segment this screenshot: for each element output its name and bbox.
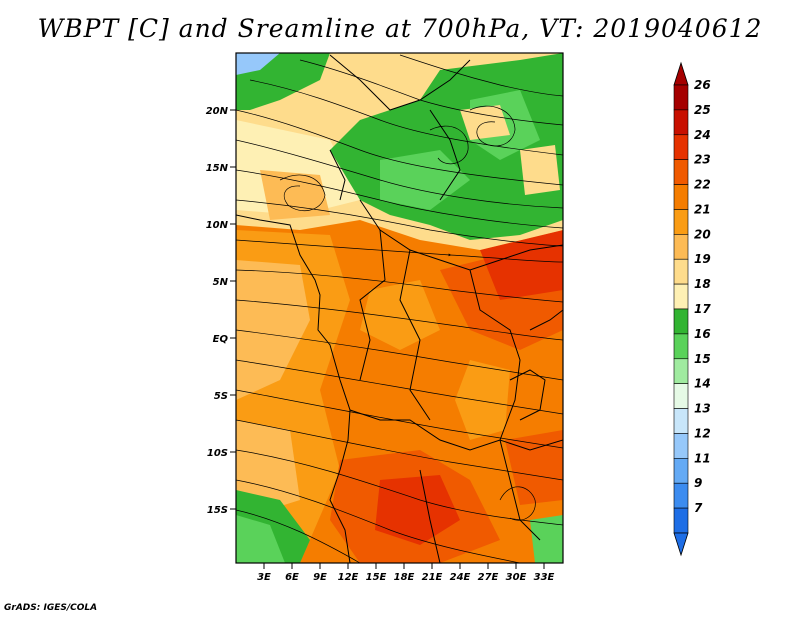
colorbar-swatch — [673, 383, 689, 409]
colorbar-swatch — [673, 358, 689, 384]
latitude-axis: 20N 15N 10N 5N EQ 5S 10S 15S — [206, 106, 236, 516]
lon-label: 12E — [338, 572, 359, 583]
colorbar: 26 25 24 23 22 21 20 19 18 17 16 15 14 13 12 11 9 7 — [673, 61, 711, 557]
lat-label: 5S — [214, 391, 228, 402]
footer-credit: GrADS: IGES/COLA — [4, 603, 98, 613]
colorbar-label: 13 — [694, 402, 711, 416]
colorbar-swatch — [673, 159, 689, 185]
colorbar-swatch — [673, 408, 689, 434]
colorbar-swatch — [673, 507, 689, 534]
colorbar-swatch — [673, 308, 689, 335]
colorbar-label: 11 — [694, 451, 711, 465]
colorbar-label: 24 — [694, 128, 711, 142]
lat-label: 5N — [213, 277, 229, 288]
colorbar-swatch — [673, 109, 689, 136]
colorbar-label: 20 — [694, 227, 711, 241]
colorbar-label: 22 — [694, 178, 711, 192]
colorbar-label: 21 — [694, 202, 711, 216]
lat-label: EQ — [213, 334, 229, 345]
lat-label: 10S — [207, 448, 228, 459]
lat-label: 15N — [206, 163, 229, 174]
colorbar-label: 12 — [694, 426, 711, 440]
colorbar-swatch — [673, 283, 689, 310]
colorbar-swatch — [673, 482, 689, 509]
lon-label: 18E — [394, 572, 415, 583]
lat-label: 10N — [206, 220, 229, 231]
chart-title: WBPT [C] and Sreamline at 700hPa, VT: 20… — [37, 14, 763, 43]
country-borders — [236, 54, 563, 563]
streamlines — [236, 54, 563, 563]
colorbar-swatch — [673, 258, 689, 285]
colorbar-swatch — [673, 184, 689, 210]
colorbar-swatch — [673, 134, 689, 160]
colorbar-bottom-arrow — [673, 532, 689, 557]
temperature-field — [236, 53, 563, 563]
colorbar-top-arrow — [673, 61, 689, 86]
lon-label: 30E — [506, 572, 527, 583]
colorbar-swatch — [673, 84, 689, 111]
lat-label: 20N — [206, 106, 229, 117]
lon-label: 21E — [422, 572, 443, 583]
map-frame — [235, 52, 564, 564]
colorbar-label: 17 — [694, 302, 711, 316]
lon-label: 27E — [478, 572, 499, 583]
colorbar-label: 15 — [694, 352, 711, 366]
colorbar-swatch — [673, 209, 689, 235]
lon-label: 33E — [534, 572, 555, 583]
colorbar-label: 18 — [694, 277, 711, 291]
colorbar-label: 16 — [694, 327, 711, 341]
colorbar-swatch — [673, 234, 689, 260]
lat-label: 15S — [207, 505, 228, 516]
colorbar-label: 7 — [694, 501, 703, 515]
lon-label: 24E — [450, 572, 471, 583]
colorbar-label: 26 — [694, 78, 711, 92]
lon-label: 3E — [257, 572, 271, 583]
longitude-axis: 3E 6E 9E 12E 15E 18E 21E 24E 27E 30E 33E — [257, 563, 555, 583]
colorbar-swatch — [673, 458, 689, 484]
lon-label: 9E — [313, 572, 327, 583]
colorbar-swatch — [673, 433, 689, 459]
colorbar-label: 19 — [694, 252, 711, 266]
colorbar-label: 23 — [694, 153, 711, 167]
lon-label: 15E — [366, 572, 387, 583]
colorbar-label: 25 — [694, 103, 711, 117]
colorbar-swatch — [673, 333, 689, 360]
colorbar-label: 9 — [694, 476, 702, 490]
lon-label: 6E — [285, 572, 299, 583]
colorbar-label: 14 — [694, 377, 711, 391]
